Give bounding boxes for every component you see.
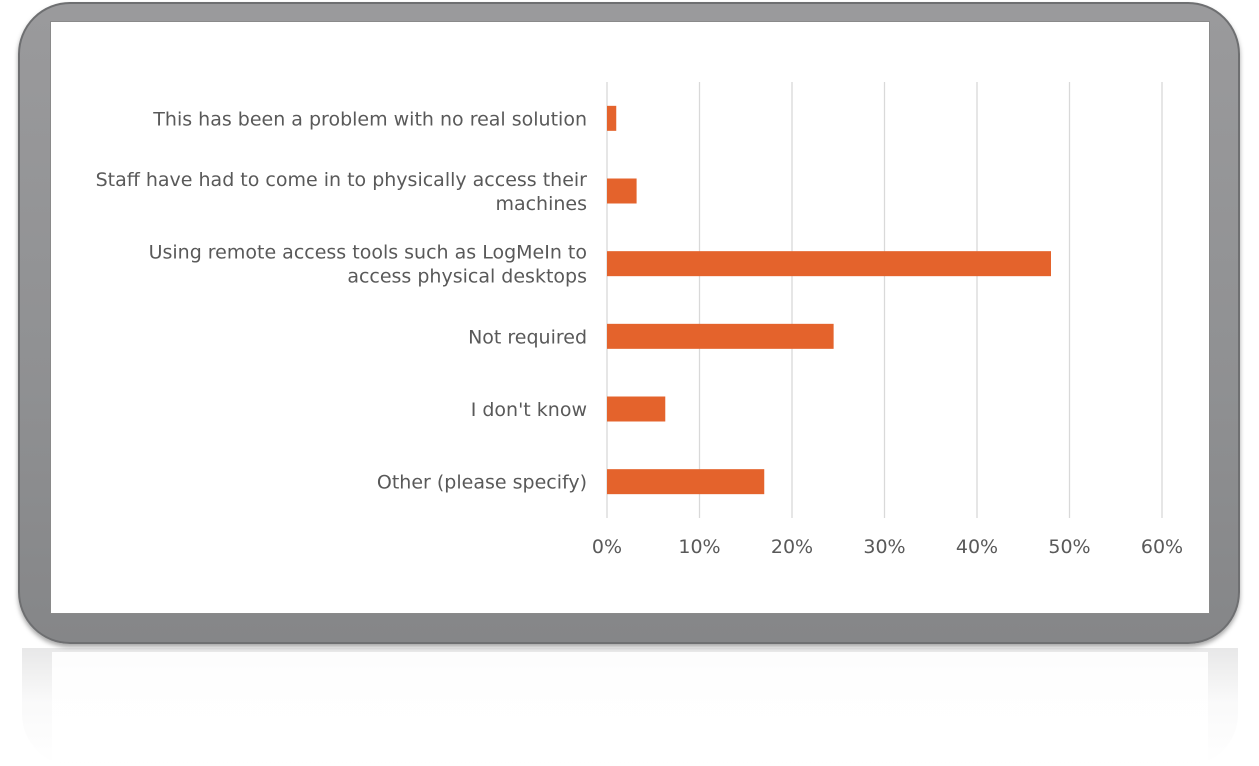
- category-label: This has been a problem with no real sol…: [152, 108, 587, 130]
- chart-screen: [50, 21, 1210, 614]
- category-label: Using remote access tools such as LogMeI…: [149, 242, 587, 288]
- x-axis-ticks: 0% 10% 20% 30% 40% 50% 60%: [592, 536, 1183, 558]
- bars: [607, 105, 1051, 495]
- gridlines: [606, 82, 1163, 518]
- bar: [607, 105, 617, 131]
- bar: [607, 469, 765, 495]
- x-tick-label: 0%: [592, 536, 622, 558]
- x-tick-label: 10%: [678, 536, 720, 558]
- bar: [607, 323, 834, 349]
- bar: [607, 178, 637, 204]
- category-labels: This has been a problem with no real sol…: [96, 108, 588, 493]
- bar: [607, 396, 666, 422]
- category-label: Staff have had to come in to physically …: [96, 169, 588, 215]
- category-label: Other (please specify): [377, 472, 587, 494]
- category-label: Not required: [468, 326, 587, 348]
- x-tick-label: 60%: [1141, 536, 1183, 558]
- x-tick-label: 30%: [863, 536, 905, 558]
- device-reflection-screen: [52, 652, 1208, 762]
- x-tick-label: 40%: [956, 536, 998, 558]
- category-label: I don't know: [471, 399, 587, 421]
- x-tick-label: 20%: [771, 536, 813, 558]
- bar: [607, 251, 1051, 277]
- x-tick-label: 50%: [1048, 536, 1090, 558]
